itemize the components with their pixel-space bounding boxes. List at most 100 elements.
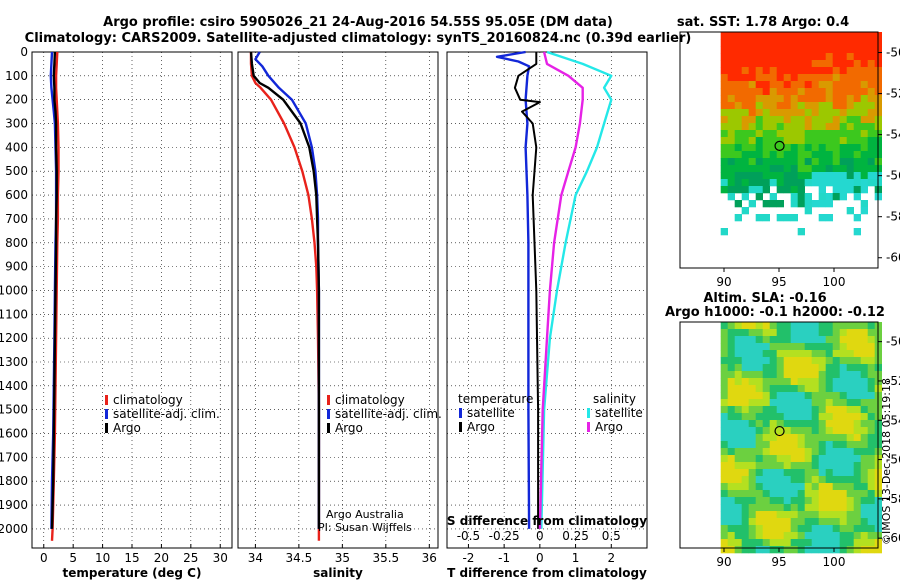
map-cell bbox=[755, 137, 763, 145]
map-cell bbox=[853, 329, 861, 337]
map-cell bbox=[720, 448, 728, 456]
map-cell bbox=[839, 46, 847, 54]
map-cell bbox=[741, 448, 749, 456]
map-cell bbox=[860, 336, 868, 344]
map-cell bbox=[790, 88, 798, 96]
map-cell bbox=[783, 406, 791, 414]
map-cell bbox=[727, 123, 735, 131]
map-cell bbox=[839, 469, 847, 477]
map-cell bbox=[727, 329, 735, 337]
map-cell bbox=[720, 364, 728, 372]
map-cell bbox=[839, 172, 847, 180]
map-cell bbox=[846, 130, 854, 138]
map-cell bbox=[860, 490, 868, 498]
map-cell bbox=[811, 455, 819, 463]
map-cell bbox=[790, 511, 798, 519]
map-cell bbox=[741, 329, 749, 337]
map-cell bbox=[797, 165, 805, 173]
map-cell bbox=[748, 476, 756, 484]
s-tick-label: -0.5 bbox=[457, 529, 480, 543]
map-cell bbox=[867, 95, 875, 103]
map-cell bbox=[727, 532, 735, 540]
map-cell bbox=[769, 483, 777, 491]
map-cell bbox=[839, 322, 847, 330]
map-cell bbox=[818, 116, 826, 124]
map-cell bbox=[804, 476, 812, 484]
map-cell bbox=[832, 322, 840, 330]
map-cell bbox=[734, 214, 742, 222]
map-cell bbox=[790, 39, 798, 47]
map-cell bbox=[860, 406, 868, 414]
map-cell bbox=[783, 32, 791, 40]
map-cell bbox=[818, 95, 826, 103]
map-cell bbox=[720, 172, 728, 180]
map-cell bbox=[811, 399, 819, 407]
map-cell bbox=[867, 350, 875, 358]
map-cell bbox=[804, 455, 812, 463]
map-cell bbox=[783, 350, 791, 358]
map-cell bbox=[783, 525, 791, 533]
map-cell bbox=[720, 74, 728, 82]
map-cell bbox=[832, 95, 840, 103]
map-cell bbox=[727, 165, 735, 173]
map-cell bbox=[776, 39, 784, 47]
map-cell bbox=[790, 137, 798, 145]
map-cell bbox=[804, 165, 812, 173]
map-cell bbox=[853, 497, 861, 505]
map-cell bbox=[783, 364, 791, 372]
map-cell bbox=[734, 32, 742, 40]
map-cell bbox=[776, 420, 784, 428]
sdiff-legend-item: satellite bbox=[595, 406, 643, 420]
map-cell bbox=[748, 74, 756, 82]
map-cell bbox=[748, 53, 756, 61]
map-cell bbox=[818, 200, 826, 208]
map-cell bbox=[769, 476, 777, 484]
map-cell bbox=[762, 441, 770, 449]
map-cell bbox=[867, 504, 875, 512]
map-cell bbox=[860, 151, 868, 159]
map-cell bbox=[720, 329, 728, 337]
map-cell bbox=[867, 420, 875, 428]
map-cell bbox=[783, 483, 791, 491]
map-cell bbox=[755, 95, 763, 103]
map-cell bbox=[762, 462, 770, 470]
map-cell bbox=[762, 490, 770, 498]
map-cell bbox=[727, 434, 735, 442]
map-cell bbox=[818, 483, 826, 491]
map-cell bbox=[867, 511, 875, 519]
map-cell bbox=[825, 137, 833, 145]
map-cell bbox=[790, 469, 798, 477]
map-cell bbox=[734, 434, 742, 442]
depth-tick-label: 1000 bbox=[0, 283, 28, 297]
map-cell bbox=[762, 186, 770, 194]
map-cell bbox=[797, 116, 805, 124]
map-cell bbox=[839, 144, 847, 152]
map-cell bbox=[762, 151, 770, 159]
map-cell bbox=[727, 81, 735, 89]
map-cell bbox=[748, 427, 756, 435]
map-cell bbox=[860, 46, 868, 54]
map-cell bbox=[755, 385, 763, 393]
map-cell bbox=[853, 151, 861, 159]
map-cell bbox=[839, 371, 847, 379]
map-cell bbox=[790, 109, 798, 117]
map-cell bbox=[797, 67, 805, 75]
map-cell bbox=[797, 427, 805, 435]
map-cell bbox=[790, 200, 798, 208]
sst-map-title: sat. SST: 1.78 Argo: 0.4 bbox=[677, 15, 849, 30]
map-cell bbox=[825, 455, 833, 463]
map-cell bbox=[727, 116, 735, 124]
map-cell bbox=[825, 371, 833, 379]
map-y-tick-label: -50 bbox=[886, 335, 900, 349]
map-cell bbox=[790, 350, 798, 358]
map-cell bbox=[769, 81, 777, 89]
map-cell bbox=[720, 322, 728, 330]
map-cell bbox=[783, 322, 791, 330]
map-cell bbox=[748, 385, 756, 393]
map-cell bbox=[811, 151, 819, 159]
map-cell bbox=[776, 413, 784, 421]
map-cell bbox=[818, 462, 826, 470]
map-cell bbox=[797, 469, 805, 477]
map-cell bbox=[825, 448, 833, 456]
x-tick-label: 2 bbox=[607, 551, 615, 565]
